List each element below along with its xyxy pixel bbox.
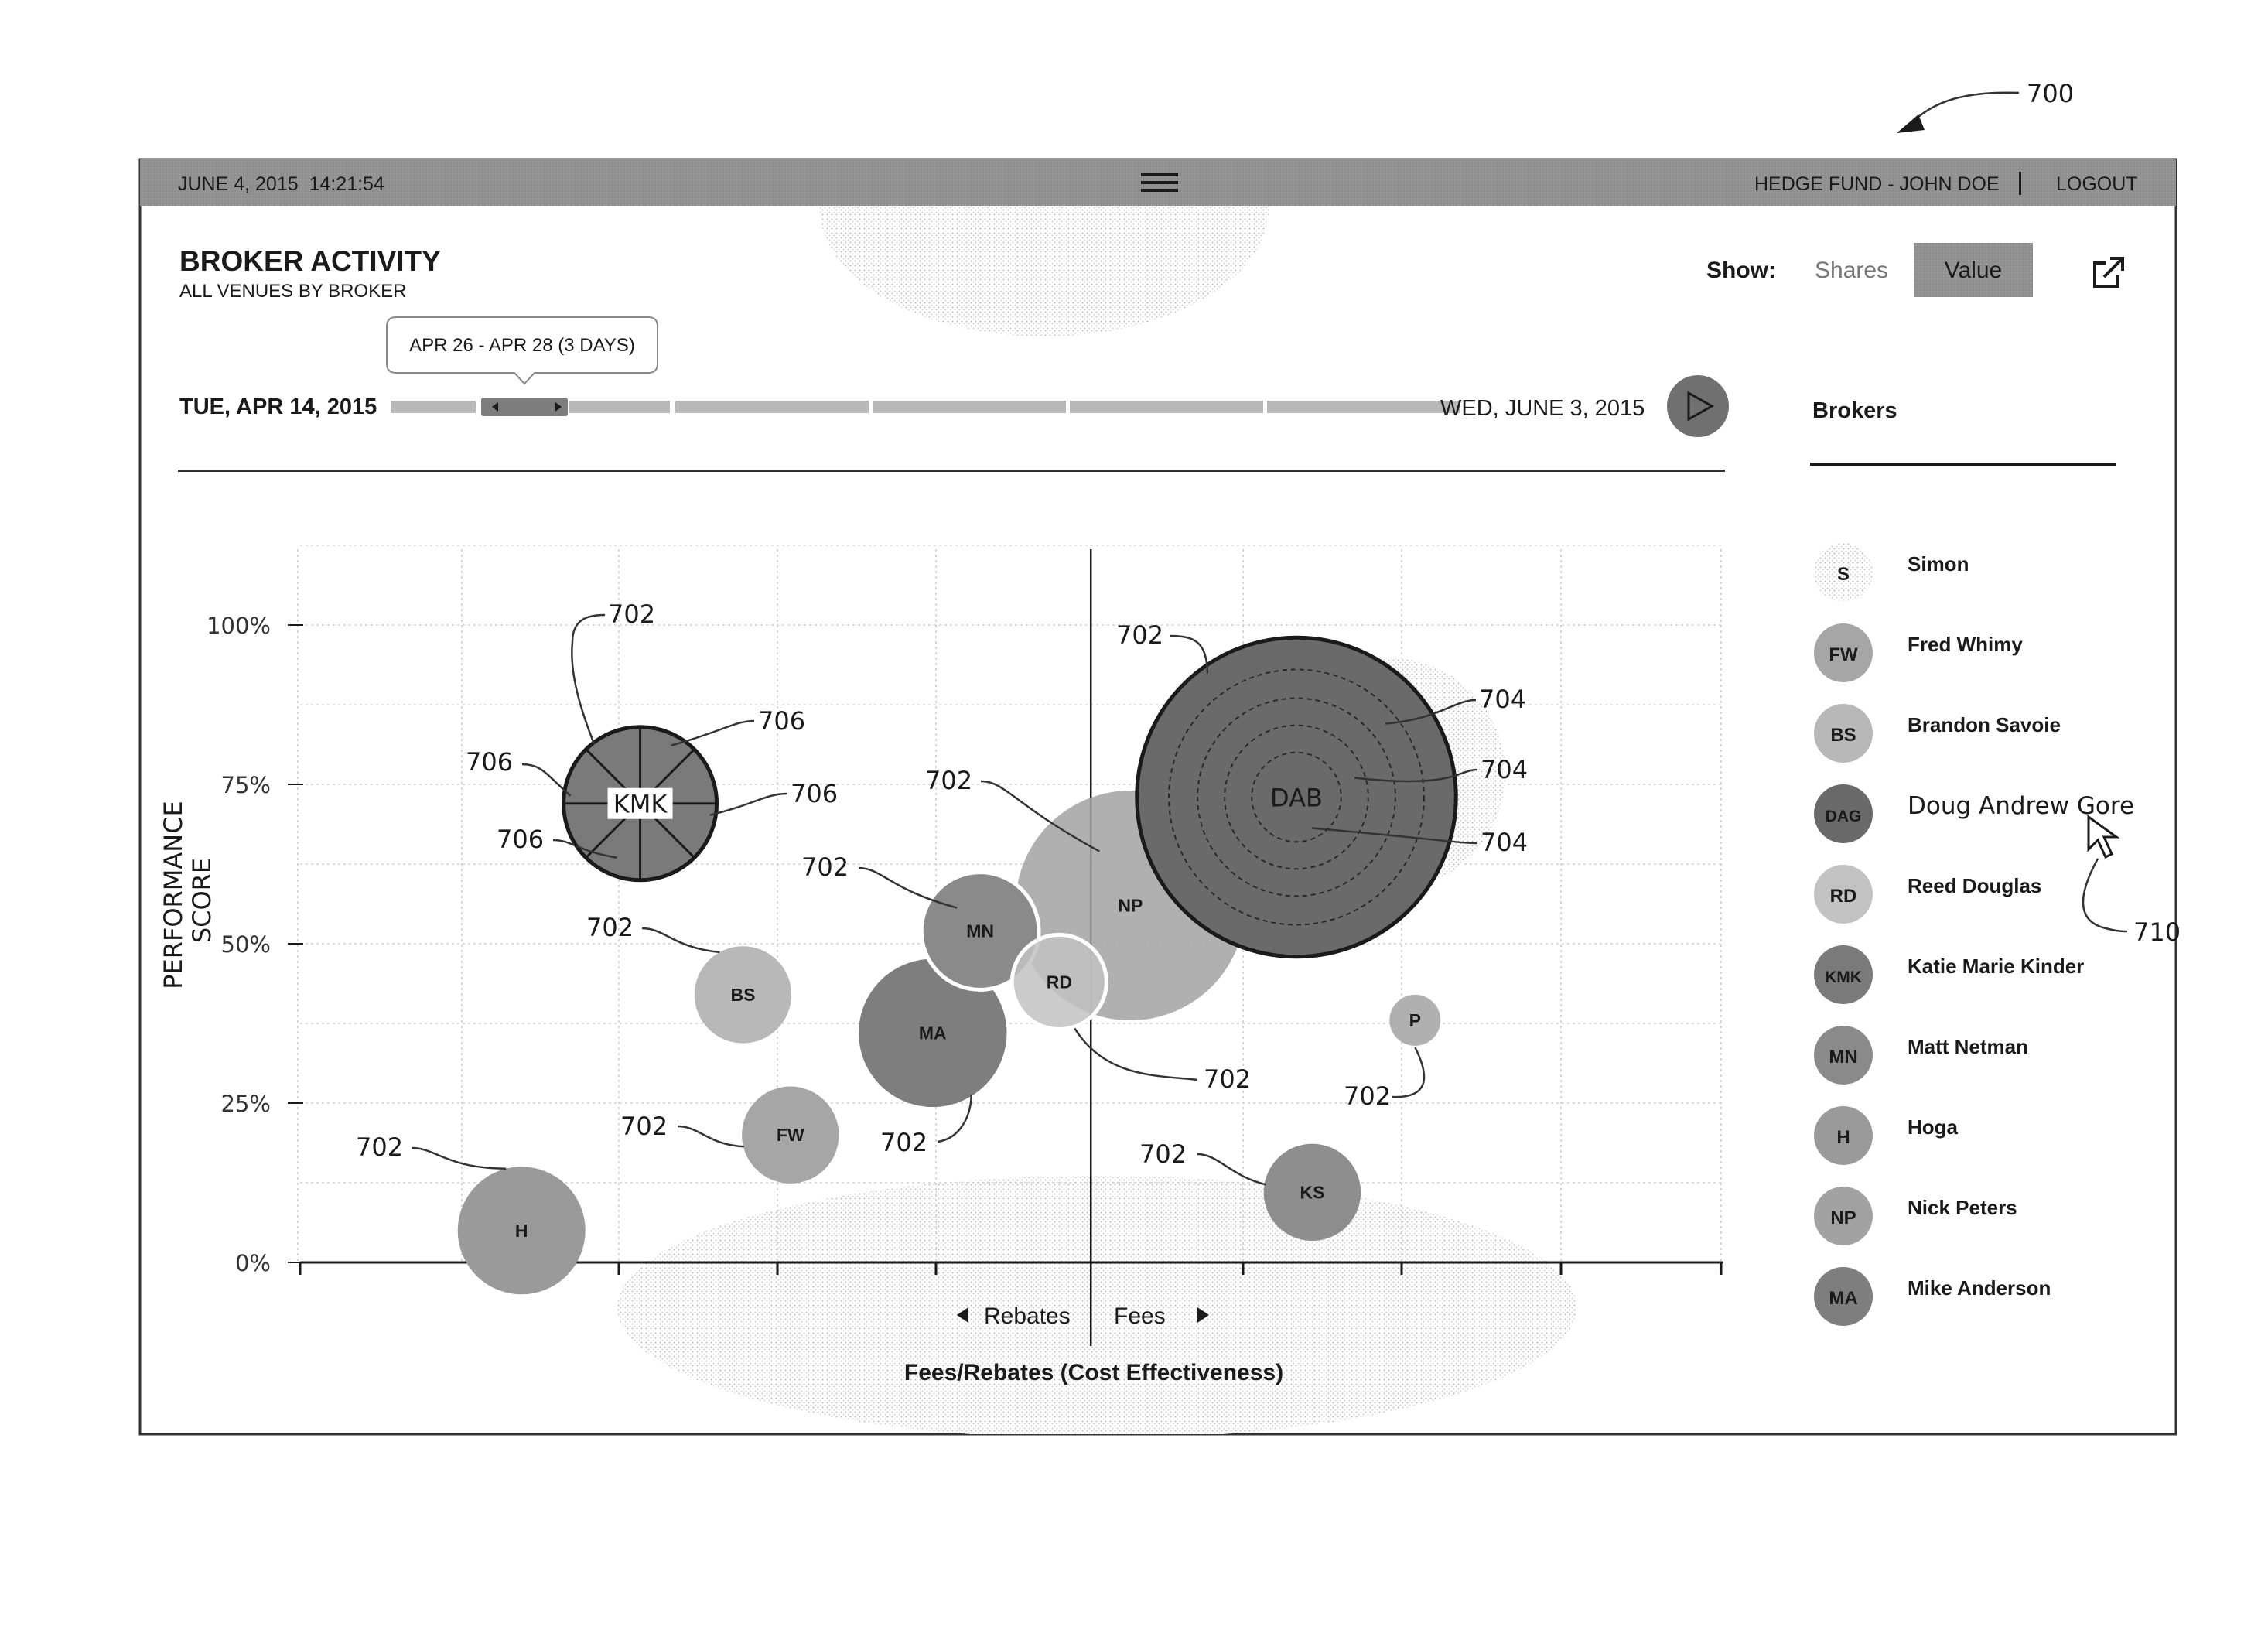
broker-name: Fred Whimy — [1908, 633, 2023, 656]
reference-numeral: 706 — [791, 779, 838, 808]
toggle-shares[interactable]: Shares — [1815, 258, 1888, 283]
broker-name: Hoga — [1908, 1115, 1959, 1139]
bubble-label: KMK — [613, 790, 668, 819]
reference-numeral: 702 — [608, 600, 655, 629]
bubble-fw[interactable]: FW — [742, 1087, 839, 1184]
header-divider — [178, 470, 1725, 472]
top-bar-datetime: JUNE 4, 2015 14:21:54 — [178, 173, 384, 195]
timeline-end-label: WED, JUNE 3, 2015 — [1440, 396, 1645, 421]
bubble-label: FW — [777, 1125, 804, 1145]
bubble-label: H — [515, 1221, 528, 1241]
broker-name: Mike Anderson — [1908, 1276, 2051, 1300]
sidebar-divider — [1810, 463, 2116, 466]
date-range-tooltip-text: APR 26 - APR 28 (3 DAYS) — [409, 335, 635, 356]
reference-numeral: 702 — [1139, 1139, 1187, 1169]
bubble-bs[interactable]: BS — [695, 946, 791, 1043]
broker-avatar-initials: H — [1836, 1127, 1850, 1148]
bubble-dab[interactable]: DAB — [1137, 637, 1457, 957]
reference-numeral: 706 — [758, 706, 805, 736]
y-tick-label: 100% — [207, 613, 271, 639]
reference-numeral: 702 — [356, 1132, 403, 1162]
bubble-label: MA — [919, 1023, 947, 1043]
y-axis-label-line2: SCORE — [187, 858, 217, 943]
bubble-h[interactable]: H — [458, 1167, 586, 1294]
figure-reference-arrow — [1897, 114, 1925, 133]
page-title: BROKER ACTIVITY — [179, 245, 441, 277]
y-tick-label: 75% — [221, 772, 271, 798]
broker-name: Nick Peters — [1908, 1196, 2017, 1219]
broker-avatar-initials: RD — [1830, 886, 1857, 907]
bubble-label: MN — [966, 921, 994, 941]
figure-reference-label: 700 — [2027, 79, 2074, 108]
x-axis-left-label: Rebates — [984, 1303, 1071, 1329]
bubble-label: KS — [1300, 1182, 1324, 1202]
broker-name: Matt Netman — [1908, 1035, 2028, 1058]
reference-numeral: 702 — [801, 852, 849, 882]
bubble-label: NP — [1118, 896, 1143, 916]
cursor-reference-label: 710 — [2133, 917, 2181, 947]
broker-avatar-initials: MN — [1829, 1047, 1857, 1067]
broker-name: Doug Andrew Gore — [1908, 792, 2134, 820]
bubble-label: BS — [730, 985, 755, 1005]
logout-link[interactable]: LOGOUT — [2056, 173, 2138, 195]
broker-avatar-initials: KMK — [1825, 968, 1862, 986]
reference-numeral: 702 — [880, 1128, 927, 1157]
hamburger-icon[interactable] — [1141, 173, 1178, 192]
reference-numeral: 706 — [497, 825, 544, 854]
toggle-value-label: Value — [1945, 258, 2003, 283]
reference-numeral: 702 — [1204, 1064, 1251, 1094]
page-subtitle: ALL VENUES BY BROKER — [179, 281, 406, 302]
reference-numeral: 702 — [1116, 620, 1163, 650]
broker-avatar-initials: MA — [1829, 1288, 1857, 1309]
background-dotted-shape-top — [820, 81, 1269, 336]
y-tick-label: 50% — [221, 931, 271, 958]
timeline-range-handle[interactable] — [481, 398, 568, 416]
reference-numeral: 702 — [586, 913, 634, 942]
broker-avatar-initials: DAG — [1826, 808, 1862, 825]
show-label: Show: — [1706, 258, 1776, 283]
bubble-rd[interactable]: RD — [1012, 934, 1106, 1029]
reference-numeral: 704 — [1479, 685, 1526, 714]
broker-name: Brandon Savoie — [1908, 713, 2061, 736]
bubble-label: DAB — [1270, 783, 1323, 812]
account-label: HEDGE FUND - JOHN DOE — [1754, 173, 2000, 195]
reference-numeral: 702 — [925, 766, 972, 795]
reference-numeral: 704 — [1481, 828, 1528, 857]
bubble-label: P — [1409, 1010, 1421, 1030]
y-tick-label: 0% — [235, 1250, 271, 1276]
reference-numeral: 704 — [1481, 755, 1528, 784]
background-dotted-shape-bottom — [617, 1176, 1576, 1439]
reference-numeral: 706 — [466, 747, 513, 777]
broker-avatar-initials: FW — [1829, 644, 1858, 665]
reference-numeral: 702 — [1344, 1081, 1391, 1111]
x-axis-right-label: Fees — [1114, 1303, 1166, 1329]
bubble-kmk[interactable]: KMK — [564, 727, 717, 880]
broker-avatar-initials: S — [1837, 564, 1850, 585]
broker-name: Katie Marie Kinder — [1908, 955, 2084, 978]
x-axis-title: Fees/Rebates (Cost Effectiveness) — [904, 1360, 1283, 1385]
top-bar-divider — [2019, 172, 2021, 195]
figure-reference-leader — [1911, 93, 2019, 124]
bubble-ks[interactable]: KS — [1264, 1144, 1361, 1241]
broker-name: Reed Douglas — [1908, 874, 2041, 897]
broker-name: Simon — [1908, 552, 1969, 576]
bubble-label: RD — [1047, 972, 1072, 992]
reference-numeral: 702 — [620, 1112, 668, 1141]
timeline-start-label: TUE, APR 14, 2015 — [179, 395, 377, 419]
broker-avatar-initials: NP — [1830, 1208, 1856, 1228]
y-tick-label: 25% — [221, 1091, 271, 1117]
y-axis-label-line1: PERFORMANCE — [159, 801, 188, 989]
sidebar-title: Brokers — [1812, 398, 1897, 423]
broker-avatar-initials: BS — [1830, 725, 1856, 746]
bubble-p[interactable]: P — [1389, 995, 1440, 1046]
play-button[interactable] — [1667, 375, 1729, 437]
